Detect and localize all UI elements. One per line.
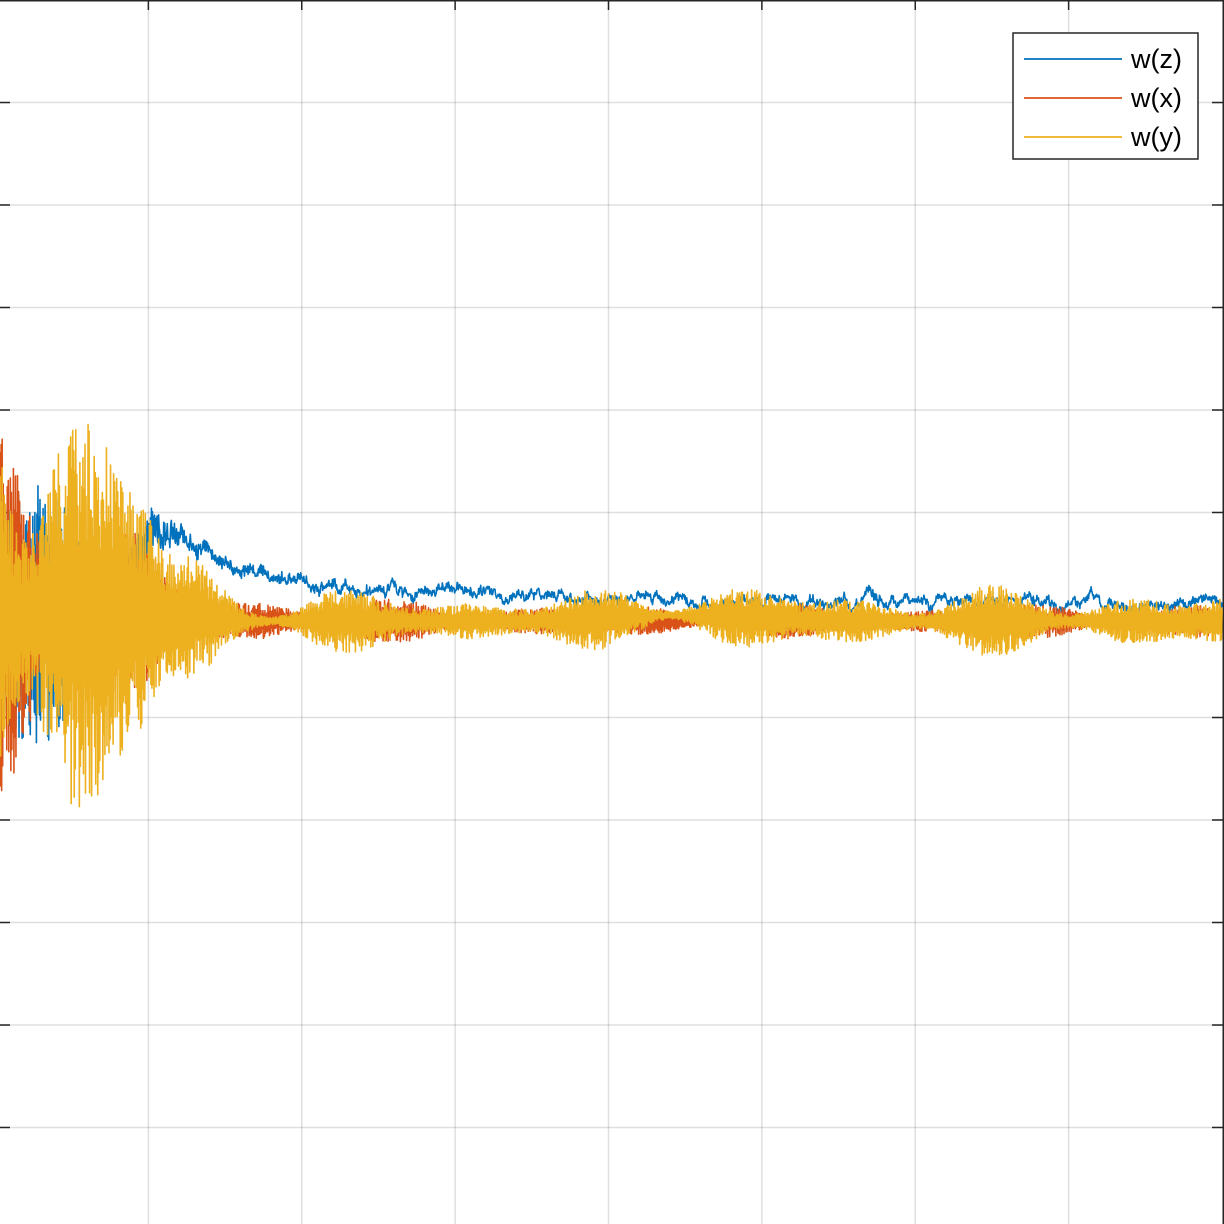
series-lines: [0, 423, 1223, 808]
series-line-wy: [0, 423, 1223, 808]
legend-label-w-y: w(y): [1130, 122, 1182, 152]
legend-label-w-z: w(z): [1130, 44, 1182, 74]
legend: w(z) w(x) w(y): [1012, 32, 1199, 160]
legend-label-w-x: w(x): [1130, 83, 1182, 113]
legend-box: [1012, 32, 1199, 160]
